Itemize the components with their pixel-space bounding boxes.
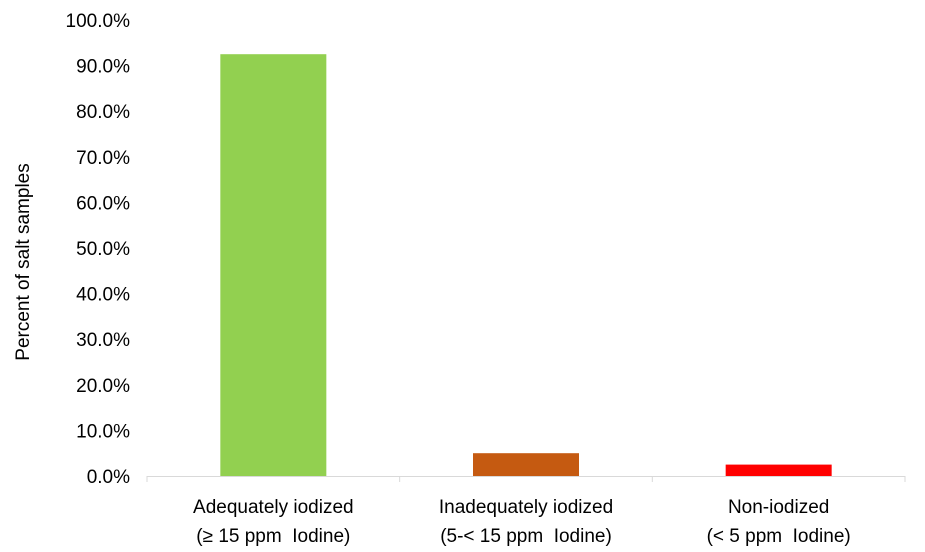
- y-tick-label: 70.0%: [76, 148, 130, 169]
- x-category-label: Non-iodized: [728, 497, 829, 518]
- x-axis-tick-marks: [146, 476, 906, 482]
- bars: [220, 54, 832, 476]
- y-tick-label: 100.0%: [66, 11, 131, 32]
- bar: [725, 464, 832, 476]
- x-category-sublabel: (≥ 15 ppm Iodine): [196, 526, 350, 547]
- y-axis-ticks: 0.0% 10.0% 20.0% 30.0% 40.0% 50.0% 60.0% 70.0% 8…: [66, 11, 131, 488]
- x-axis-categories: Adequately iodized (≥ 15 ppm Iodine) Inade…: [193, 497, 851, 547]
- y-tick-label: 60.0%: [76, 193, 130, 214]
- y-axis-title: Percent of salt samples: [13, 163, 34, 360]
- y-tick-label: 80.0%: [76, 102, 130, 123]
- y-tick-label: 90.0%: [76, 57, 130, 78]
- y-tick-label: 10.0%: [76, 421, 130, 442]
- y-tick-label: 0.0%: [87, 467, 130, 488]
- y-tick-label: 20.0%: [76, 376, 130, 397]
- y-tick-label: 30.0%: [76, 330, 130, 351]
- y-tick-label: 50.0%: [76, 239, 130, 260]
- x-category-sublabel: (< 5 ppm Iodine): [707, 526, 851, 547]
- x-category-label: Adequately iodized: [193, 497, 354, 518]
- bar: [473, 453, 579, 476]
- bar: [220, 54, 327, 476]
- x-category-label: Inadequately iodized: [439, 497, 613, 518]
- y-tick-label: 40.0%: [76, 285, 130, 306]
- y-axis-title-group: Percent of salt samples: [13, 163, 34, 360]
- x-category-sublabel: (5-< 15 ppm Iodine): [440, 526, 612, 547]
